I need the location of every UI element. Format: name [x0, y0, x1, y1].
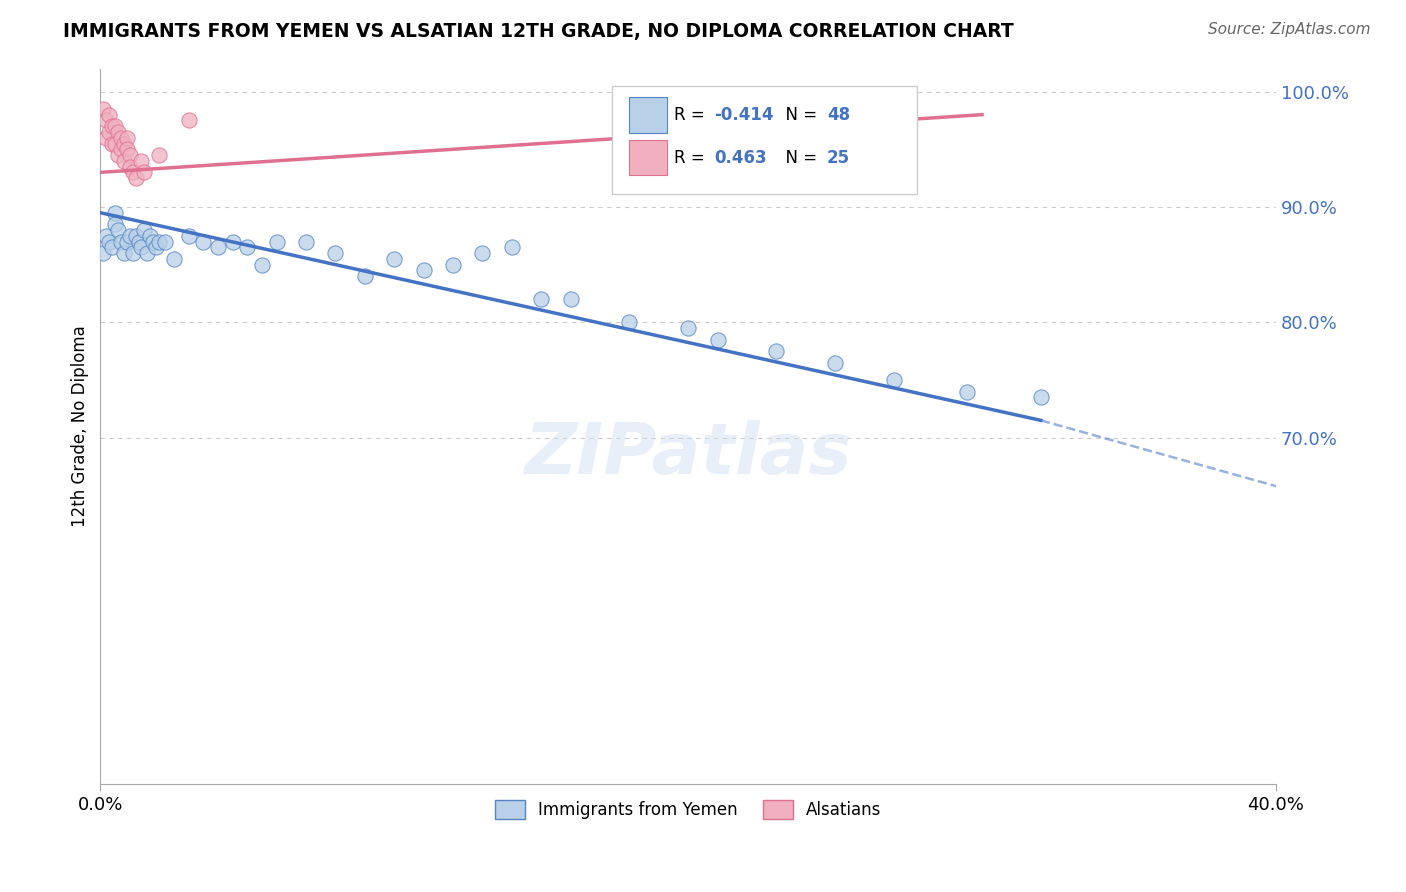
Point	[96, 228, 118, 243]
Point	[91, 102, 114, 116]
Point	[107, 125, 129, 139]
Point	[96, 113, 118, 128]
Point	[619, 315, 641, 329]
Point	[101, 136, 124, 151]
Point	[883, 373, 905, 387]
Y-axis label: 12th Grade, No Diploma: 12th Grade, No Diploma	[72, 326, 89, 527]
Text: N =: N =	[775, 149, 823, 167]
Point	[110, 235, 132, 249]
Point	[530, 292, 553, 306]
Point	[118, 228, 141, 243]
Point	[104, 217, 127, 231]
Point	[115, 235, 138, 249]
Point	[134, 165, 156, 179]
Point	[295, 235, 318, 249]
Point	[153, 235, 176, 249]
Point	[112, 246, 135, 260]
Point	[91, 246, 114, 260]
Point	[101, 119, 124, 133]
Point	[266, 235, 288, 249]
Point	[471, 246, 494, 260]
Point	[112, 136, 135, 151]
Point	[177, 113, 200, 128]
Point	[221, 235, 243, 249]
Point	[134, 223, 156, 237]
Point	[382, 252, 405, 266]
Point	[412, 263, 434, 277]
Text: R =: R =	[673, 149, 710, 167]
Point	[676, 321, 699, 335]
Point	[131, 240, 153, 254]
Point	[101, 240, 124, 254]
Point	[139, 228, 162, 243]
Point	[765, 344, 787, 359]
FancyBboxPatch shape	[612, 87, 917, 194]
Point	[104, 119, 127, 133]
FancyBboxPatch shape	[630, 97, 666, 133]
Point	[193, 235, 215, 249]
Point	[145, 240, 167, 254]
Point	[112, 153, 135, 168]
Point	[501, 240, 523, 254]
Text: -0.414: -0.414	[714, 106, 773, 124]
Point	[354, 269, 377, 284]
Point	[250, 258, 273, 272]
Point	[104, 136, 127, 151]
Point	[107, 223, 129, 237]
Point	[110, 142, 132, 156]
Point	[1029, 390, 1052, 404]
Point	[441, 258, 464, 272]
Point	[124, 171, 146, 186]
Point	[706, 333, 728, 347]
Point	[98, 108, 121, 122]
Point	[107, 148, 129, 162]
Text: 0.463: 0.463	[714, 149, 766, 167]
Point	[118, 160, 141, 174]
Text: N =: N =	[775, 106, 823, 124]
Text: IMMIGRANTS FROM YEMEN VS ALSATIAN 12TH GRADE, NO DIPLOMA CORRELATION CHART: IMMIGRANTS FROM YEMEN VS ALSATIAN 12TH G…	[63, 22, 1014, 41]
Point	[148, 235, 170, 249]
Point	[98, 235, 121, 249]
Point	[115, 142, 138, 156]
Point	[131, 153, 153, 168]
Point	[118, 148, 141, 162]
Point	[115, 130, 138, 145]
Point	[560, 292, 582, 306]
Point	[148, 148, 170, 162]
Text: 25: 25	[827, 149, 851, 167]
Point	[121, 246, 143, 260]
Point	[121, 165, 143, 179]
Point	[163, 252, 186, 266]
Point	[136, 246, 159, 260]
Point	[128, 235, 150, 249]
Point	[142, 235, 165, 249]
Point	[98, 125, 121, 139]
Point	[110, 130, 132, 145]
Text: Source: ZipAtlas.com: Source: ZipAtlas.com	[1208, 22, 1371, 37]
Point	[104, 205, 127, 219]
Legend: Immigrants from Yemen, Alsatians: Immigrants from Yemen, Alsatians	[488, 793, 889, 825]
Text: R =: R =	[673, 106, 710, 124]
Point	[96, 130, 118, 145]
Point	[177, 228, 200, 243]
Point	[236, 240, 259, 254]
FancyBboxPatch shape	[630, 140, 666, 176]
Text: 48: 48	[827, 106, 851, 124]
Point	[207, 240, 229, 254]
Point	[325, 246, 347, 260]
Point	[956, 384, 979, 399]
Point	[824, 356, 846, 370]
Text: ZIPatlas: ZIPatlas	[524, 420, 852, 489]
Point	[124, 228, 146, 243]
